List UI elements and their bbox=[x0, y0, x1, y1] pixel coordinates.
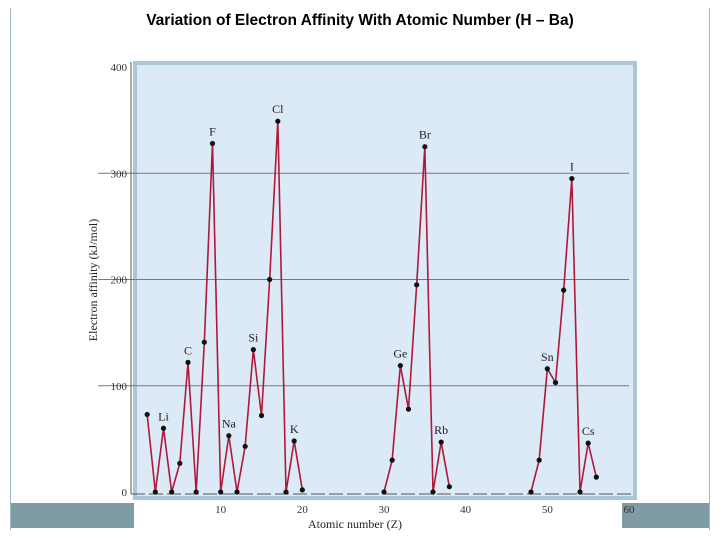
footer-bar-right bbox=[622, 503, 709, 528]
data-point bbox=[414, 282, 420, 288]
axes bbox=[130, 62, 631, 495]
data-point bbox=[536, 457, 542, 463]
x-tick-label: 10 bbox=[215, 504, 227, 516]
x-axis-label: Atomic number (Z) bbox=[308, 517, 402, 531]
y-tick-label: 400 bbox=[111, 62, 128, 74]
data-points bbox=[144, 118, 599, 495]
data-point bbox=[397, 362, 403, 369]
data-point bbox=[193, 489, 199, 495]
element-label: Si bbox=[248, 331, 259, 345]
data-point bbox=[438, 439, 444, 445]
element-label: Br bbox=[419, 128, 431, 142]
y-tick-label: 100 bbox=[111, 381, 128, 393]
data-point bbox=[430, 489, 436, 495]
data-point bbox=[250, 347, 256, 353]
y-tick-label: 200 bbox=[111, 275, 128, 287]
data-point bbox=[283, 489, 289, 495]
data-point bbox=[267, 276, 273, 283]
data-point bbox=[185, 359, 191, 365]
data-point bbox=[389, 457, 395, 463]
x-tick-label: 60 bbox=[624, 504, 636, 516]
data-point bbox=[209, 140, 216, 147]
data-point bbox=[177, 460, 183, 466]
data-point bbox=[528, 489, 534, 495]
element-label: Cl bbox=[272, 102, 284, 116]
footer-bar-left bbox=[11, 503, 134, 528]
data-point bbox=[585, 440, 591, 446]
data-point bbox=[234, 489, 240, 495]
y-axis-label: Electron affinity (kJ/mol) bbox=[86, 219, 100, 341]
data-point bbox=[144, 411, 150, 418]
data-point bbox=[169, 489, 175, 495]
element-label: Ge bbox=[393, 347, 407, 361]
element-label: Rb bbox=[434, 423, 448, 437]
element-labels: Li C F Na Si Cl K Ge Br Rb Sn I Cs bbox=[158, 102, 595, 438]
element-label: Sn bbox=[541, 350, 554, 364]
data-point bbox=[577, 489, 583, 495]
y-tick-label: 0 bbox=[122, 487, 128, 499]
slide-title: Variation of Electron Affinity With Atom… bbox=[146, 12, 574, 29]
data-point bbox=[299, 487, 305, 493]
data-point bbox=[226, 433, 232, 439]
element-label: Li bbox=[158, 409, 169, 423]
element-label: C bbox=[184, 343, 192, 357]
data-point bbox=[422, 144, 428, 150]
y-tick-label: 300 bbox=[111, 168, 128, 180]
data-point bbox=[218, 489, 224, 495]
data-point bbox=[381, 489, 387, 495]
data-point bbox=[593, 474, 599, 480]
element-label: Cs bbox=[582, 424, 595, 438]
data-point bbox=[291, 438, 297, 444]
x-tick-label: 50 bbox=[542, 504, 554, 516]
x-tick-label: 40 bbox=[460, 504, 472, 516]
data-point bbox=[405, 406, 412, 412]
x-tick-label: 20 bbox=[297, 504, 309, 516]
element-label: Na bbox=[222, 417, 237, 431]
data-point bbox=[152, 489, 158, 495]
data-point bbox=[569, 175, 575, 182]
data-point bbox=[275, 118, 281, 124]
data-point bbox=[446, 484, 452, 490]
data-point bbox=[201, 339, 207, 345]
data-point bbox=[561, 287, 567, 293]
element-label: F bbox=[209, 125, 216, 139]
slide-frame bbox=[10, 8, 710, 530]
x-tick-label: 30 bbox=[379, 504, 391, 516]
tick-labels: 0 100 200 300 400 10 20 30 40 50 60 bbox=[111, 62, 636, 516]
data-point bbox=[258, 412, 265, 419]
data-point bbox=[160, 425, 167, 431]
data-point bbox=[544, 366, 550, 372]
data-point bbox=[552, 379, 559, 386]
data-point bbox=[242, 443, 248, 449]
element-label: K bbox=[290, 422, 299, 436]
element-label: I bbox=[570, 160, 574, 174]
series-line-1 bbox=[146, 120, 304, 493]
